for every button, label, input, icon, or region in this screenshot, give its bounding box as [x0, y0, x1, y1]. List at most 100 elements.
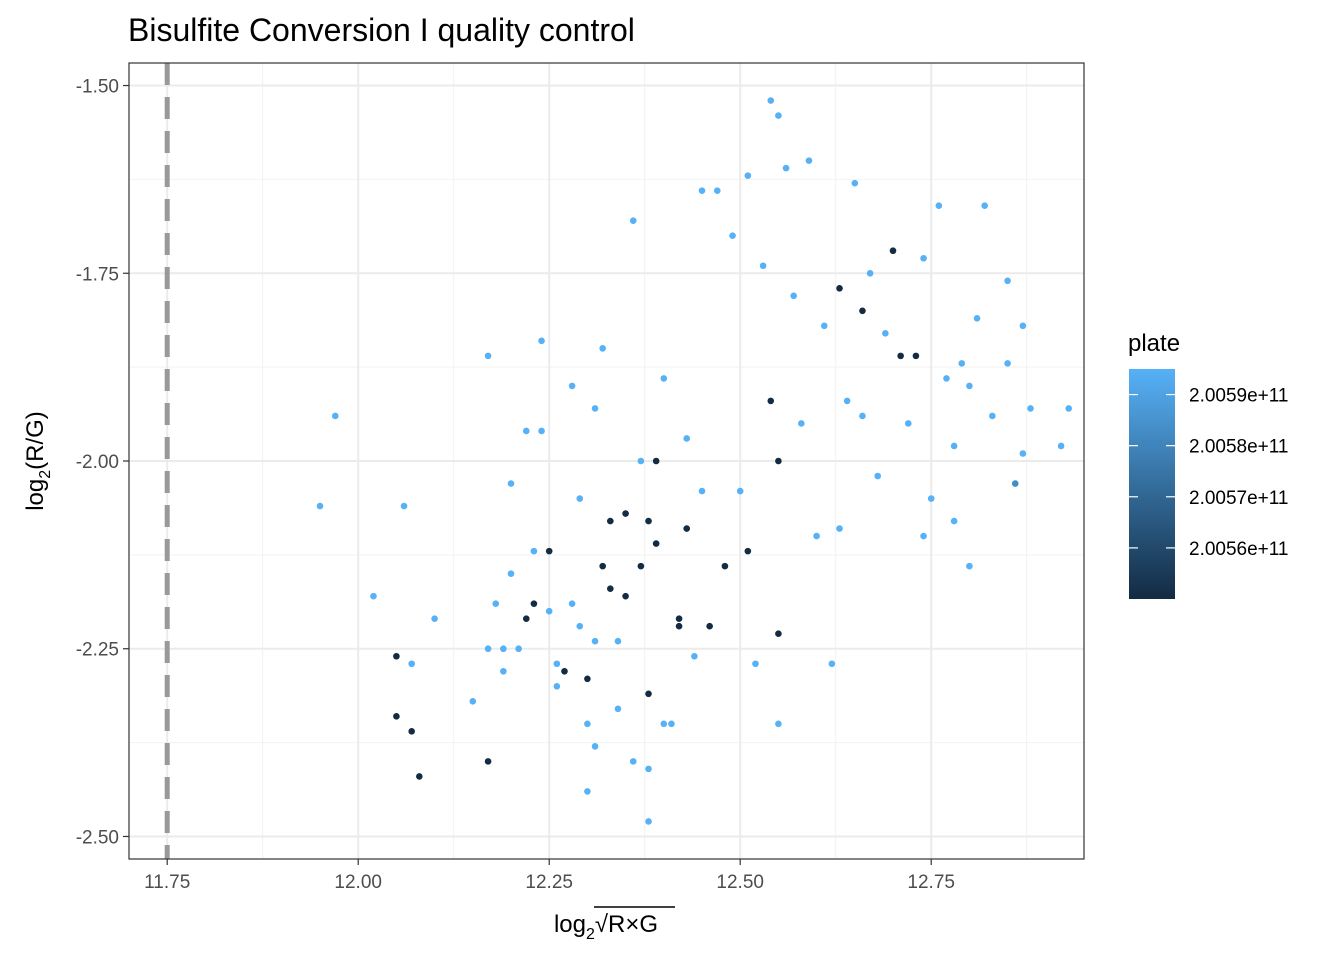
data-point	[1019, 450, 1027, 457]
data-point	[469, 698, 477, 705]
data-point	[507, 570, 515, 577]
data-point	[775, 720, 782, 728]
data-point	[522, 615, 530, 622]
data-point	[706, 622, 713, 630]
data-point	[645, 517, 652, 525]
data-point	[645, 765, 652, 773]
data-point	[591, 405, 599, 412]
data-point	[584, 675, 591, 683]
data-point	[1004, 360, 1011, 367]
data-point	[645, 690, 652, 698]
data-point	[561, 667, 568, 675]
data-point	[660, 720, 668, 728]
data-point	[989, 412, 996, 420]
data-point	[790, 292, 797, 300]
y-tick-label: -2.50	[76, 827, 119, 848]
data-point	[576, 622, 584, 630]
data-point	[408, 660, 415, 668]
data-point	[484, 758, 492, 765]
data-point	[973, 315, 981, 322]
data-point	[500, 645, 507, 653]
data-point	[637, 562, 645, 570]
data-point	[767, 397, 775, 405]
data-point	[637, 457, 645, 465]
x-axis-title: log2√R×G	[554, 911, 658, 943]
data-point	[545, 547, 553, 555]
y-tick-label: -2.00	[76, 452, 119, 473]
data-point	[859, 307, 866, 315]
data-point	[759, 262, 767, 270]
data-point	[530, 600, 538, 607]
y-axis-title-base: log	[22, 479, 49, 511]
data-point	[866, 269, 874, 277]
data-point	[698, 187, 706, 194]
data-point	[507, 480, 515, 487]
data-point	[752, 660, 759, 668]
data-point	[1004, 277, 1011, 285]
data-point	[851, 179, 859, 187]
data-point	[736, 487, 744, 495]
data-point	[950, 517, 958, 525]
data-point	[698, 487, 706, 495]
data-point	[935, 202, 943, 209]
y-axis-title: log2(R/G)	[22, 411, 54, 511]
y-axis-title-subscript: 2	[37, 470, 54, 479]
data-point	[629, 217, 637, 224]
data-point	[622, 592, 629, 600]
legend-breaks: 2.0059e+11 2.0058e+11 2.0057e+11 2.0056e+11	[1129, 386, 1289, 560]
legend-break-label: 2.0058e+11	[1189, 437, 1289, 458]
data-point	[836, 525, 843, 532]
data-point	[828, 660, 836, 668]
y-tick-label: -1.75	[76, 264, 119, 285]
legend-break-label: 2.0059e+11	[1189, 386, 1289, 407]
legend-title: plate	[1128, 330, 1180, 357]
data-point	[538, 337, 545, 345]
data-point	[530, 547, 538, 555]
data-point	[744, 547, 752, 555]
data-point	[767, 97, 775, 104]
data-point	[775, 457, 782, 465]
data-point	[943, 375, 950, 382]
data-point	[522, 427, 530, 435]
data-point	[416, 773, 423, 780]
data-point	[431, 615, 438, 622]
data-point	[820, 322, 828, 330]
data-point	[599, 345, 606, 352]
data-point	[614, 705, 622, 713]
data-point	[782, 164, 790, 172]
data-point	[660, 375, 668, 382]
data-point	[584, 720, 591, 728]
x-axis-title-base: log	[554, 911, 586, 938]
legend-break-label: 2.0056e+11	[1189, 539, 1289, 560]
data-point	[904, 420, 912, 427]
data-point	[576, 495, 584, 502]
data-point	[920, 254, 927, 262]
data-point	[568, 600, 576, 607]
data-point	[622, 510, 629, 517]
y-axis: -1.50 -1.75 -2.00 -2.25 -2.50	[76, 77, 129, 848]
data-point	[775, 630, 782, 638]
data-point	[675, 622, 683, 630]
data-point	[744, 172, 752, 179]
data-point	[652, 457, 660, 465]
data-point	[691, 652, 698, 660]
data-point	[958, 360, 966, 367]
data-point	[966, 562, 973, 570]
data-point	[912, 352, 920, 360]
legend-break-label: 2.0057e+11	[1189, 488, 1289, 509]
data-point	[316, 502, 324, 510]
data-point	[393, 713, 400, 720]
data-point	[584, 788, 591, 795]
data-point	[798, 420, 805, 427]
data-point	[393, 652, 400, 660]
x-tick-label: 12.50	[716, 872, 764, 893]
y-tick-label: -1.50	[76, 77, 119, 98]
data-point	[484, 645, 492, 653]
data-point	[607, 585, 614, 592]
data-point	[484, 352, 492, 360]
y-tick-label: -2.25	[76, 640, 119, 661]
data-point	[331, 412, 339, 420]
data-point	[713, 187, 721, 194]
data-point	[599, 562, 606, 570]
data-point	[629, 758, 637, 765]
